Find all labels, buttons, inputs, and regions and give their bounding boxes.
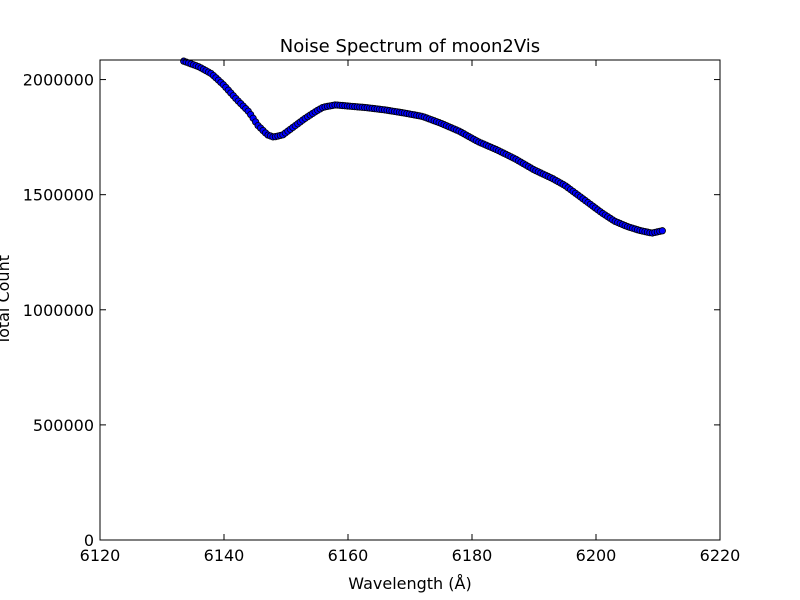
x-tick-label: 6120 xyxy=(80,546,121,565)
y-tick-label: 0 xyxy=(84,531,94,550)
x-tick-label: 6180 xyxy=(452,546,493,565)
y-tick-label: 500000 xyxy=(33,416,94,435)
y-axis-label: Total Count xyxy=(0,255,13,346)
y-tick-label: 1000000 xyxy=(23,301,94,320)
x-tick-label: 6200 xyxy=(576,546,617,565)
chart-title: Noise Spectrum of moon2Vis xyxy=(280,36,540,57)
y-tick-label: 1500000 xyxy=(23,186,94,205)
x-axis-ticks: 6120 6140 6160 6180 6200 6220 xyxy=(80,60,741,565)
x-tick-label: 6140 xyxy=(204,546,245,565)
x-tick-label: 6220 xyxy=(700,546,741,565)
x-tick-label: 6160 xyxy=(328,546,369,565)
x-axis-label: Wavelength (Å) xyxy=(348,574,471,593)
data-series xyxy=(180,57,666,237)
y-tick-label: 2000000 xyxy=(23,71,94,90)
axes-frame xyxy=(99,59,721,541)
data-point xyxy=(658,227,666,235)
